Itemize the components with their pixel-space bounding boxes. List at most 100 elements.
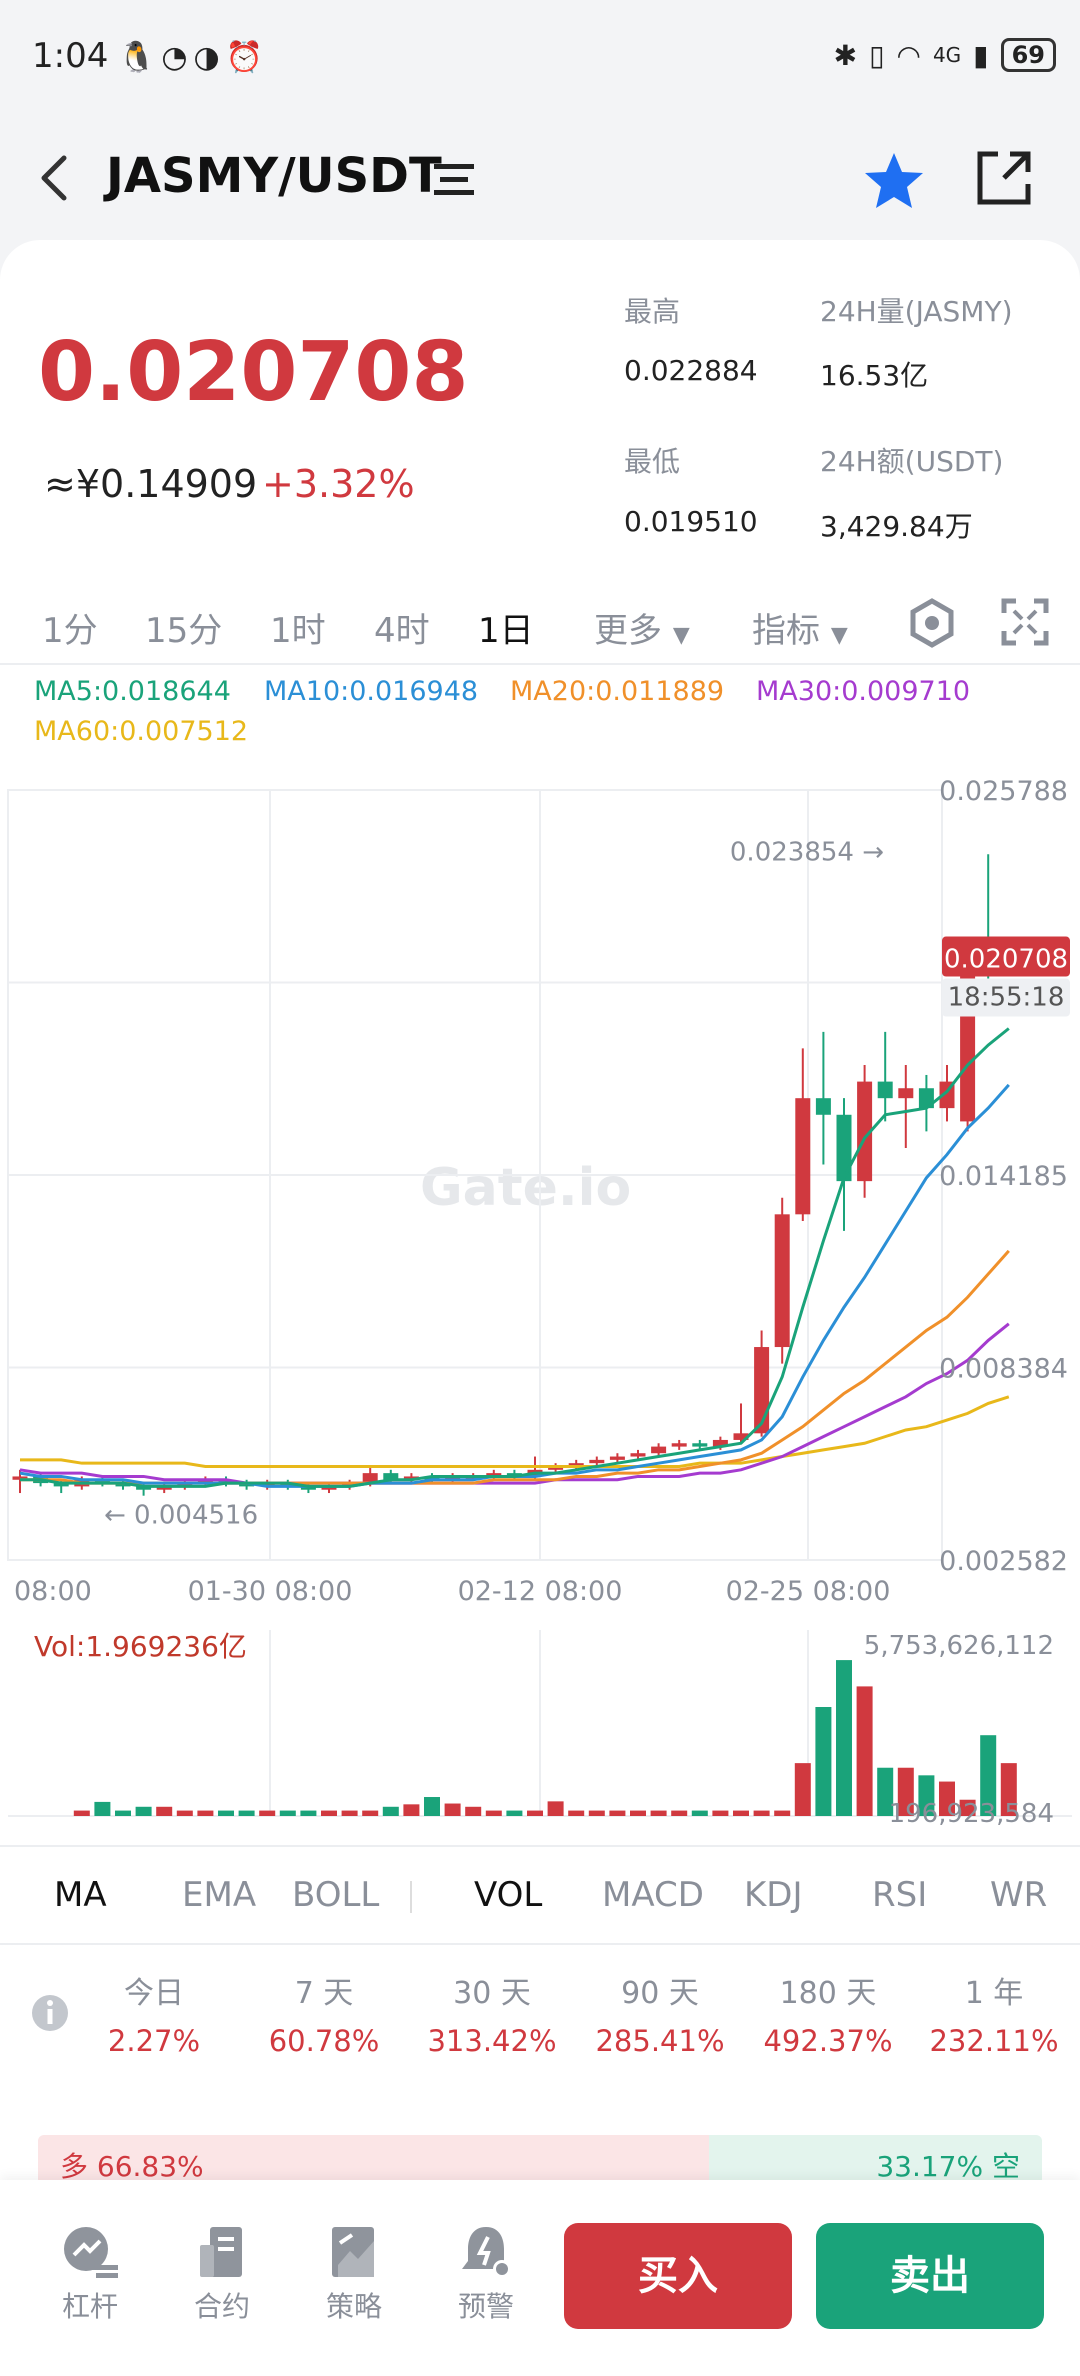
volume-bar [238,1810,255,1816]
tf-1m[interactable]: 1分 [42,611,98,651]
chart-frame [7,789,943,1561]
volume-bar [506,1810,523,1816]
perf-label: 1 年 [964,1976,1024,2011]
candle-body [589,1459,605,1464]
tab-rsi[interactable]: RSI [872,1875,928,1915]
candle-body [506,1473,522,1477]
candle-body [733,1433,749,1440]
short-ratio-fill [708,2135,1042,2185]
ma60-line [20,1395,1010,1468]
ma5-legend: MA5:0.018644 [34,676,231,707]
candle-body [239,1483,255,1487]
ma30-line [19,1322,1010,1485]
volume-bar [300,1810,317,1816]
tf-15m[interactable]: 15分 [145,611,223,651]
long-ratio-fill [38,2135,709,2185]
candle-body [197,1479,213,1484]
candlestick-chart[interactable]: 0.025788 0.014185 0.008384 0.002582 08:00 01-… [0,760,1080,1620]
volume-bar [547,1801,564,1816]
last-price: 0.020708 [38,325,469,420]
candle-body [342,1483,358,1487]
favorite-star-icon[interactable] [862,150,926,212]
info-icon[interactable] [30,1993,70,2033]
tab-ma[interactable]: MA [54,1875,107,1915]
ma5-line [20,1027,1010,1488]
tf-1h[interactable]: 1时 [270,611,326,651]
pair-list-icon[interactable] [432,160,476,200]
low-label: 最低 [624,445,681,478]
tab-macd[interactable]: MACD [602,1875,704,1915]
tab-vol[interactable]: VOL [474,1875,543,1915]
more-timeframes[interactable]: 更多 ▼ [594,603,690,652]
candle-body [877,1081,893,1099]
y-tick-label: 0.002582 [939,1546,1068,1577]
tf-1d[interactable]: 1日 [478,611,534,651]
volume-bar [135,1806,152,1816]
high-label: 最高 [624,295,681,328]
candle-body [568,1463,584,1467]
volume-bar [671,1810,688,1816]
nav-strategy-label: 策略 [325,2290,382,2323]
candle-body [424,1476,440,1480]
volume-bar [197,1810,214,1816]
volume-bar [959,1799,976,1816]
candle-body [177,1483,193,1487]
candle-body [918,1088,934,1109]
indicator-tabs: MA EMA BOLL VOL MACD KDJ RSI WR [0,1845,1080,1945]
countdown-tag [942,978,1070,1017]
volume-bar [1000,1763,1017,1816]
candle-body [671,1443,687,1447]
notification-icons: 🐧◔◑⏰ [118,40,270,75]
nav-strategy[interactable]: 策略 [304,2225,404,2325]
volume-bar [939,1781,955,1816]
tab-ema[interactable]: EMA [182,1875,257,1915]
candle-body [836,1114,852,1182]
candle-body [609,1456,625,1460]
volume-bar [321,1810,337,1816]
volume-value: 16.53亿 [820,359,929,392]
tab-boll[interactable]: BOLL [292,1875,380,1915]
volume-bar [918,1775,935,1816]
network-type: 4G [932,43,962,67]
vol-max-label: 5,753,626,112 [864,1631,1054,1661]
share-icon[interactable] [972,148,1034,210]
sell-button[interactable]: 卖出 [816,2223,1044,2329]
candle-body [403,1476,419,1480]
ma20-legend: MA20:0.011889 [510,676,725,707]
buy-button[interactable]: 买入 [564,2223,792,2329]
y-tick-label: 0.014185 [939,1161,1068,1192]
volume-bar [218,1810,234,1816]
candle-body [156,1486,172,1490]
tab-wr[interactable]: WR [990,1875,1048,1915]
gate-watermark: Gate.io [420,1158,632,1218]
candle-body [321,1486,337,1490]
back-arrow-icon[interactable] [30,148,80,208]
nav-contract[interactable]: 合约 [172,2225,272,2325]
tab-kdj[interactable]: KDJ [744,1875,803,1915]
fullscreen-icon[interactable] [1000,597,1050,647]
high-price-marker: 0.023854 → [730,837,884,867]
candle-body [115,1483,131,1487]
status-bar: 1:04 🐧◔◑⏰ ✱ ▯ ◠ 4G ▮ 69 [0,0,1080,110]
candle-body [795,1098,811,1215]
volume-bar [176,1810,193,1816]
perf-value: 313.42% [427,2024,557,2058]
volume-bar [897,1767,914,1816]
vibrate-icon: ▯ [869,38,885,72]
settings-hex-icon[interactable] [906,597,958,649]
volume-bar [485,1810,502,1816]
indicator-menu[interactable]: 指标 ▼ [752,603,848,652]
volume-bar [712,1810,729,1816]
tf-4h[interactable]: 4时 [374,611,430,651]
volume-bar [527,1810,543,1816]
nav-leverage[interactable]: 杠杆 [40,2225,140,2325]
price-change: +3.32% [262,462,415,506]
perf-value: 285.41% [595,2024,725,2058]
candle-body [857,1081,873,1182]
nav-alert[interactable]: 预警 [436,2225,536,2325]
volume-chart[interactable]: 5,753,626,112 196,923,584 [0,1620,1080,1835]
pair-title[interactable]: JASMY/USDT [106,148,442,204]
x-tick-label: 01-30 08:00 [188,1576,353,1607]
candle-body [383,1473,399,1480]
volume-bar [115,1810,131,1816]
